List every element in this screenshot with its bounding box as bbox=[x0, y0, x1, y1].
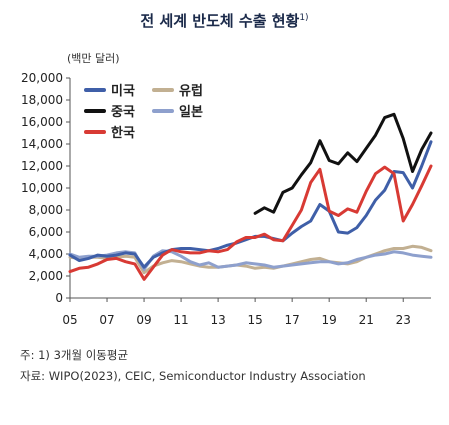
series-line-유럽 bbox=[68, 244, 433, 275]
y-tick-label: 20,000 bbox=[21, 71, 63, 85]
x-tick-label: 19 bbox=[322, 313, 337, 327]
y-tick-label: 4,000 bbox=[29, 247, 63, 261]
y-tick-label: 2,000 bbox=[29, 269, 63, 283]
y-tick-label: 6,000 bbox=[29, 225, 63, 239]
x-tick-label: 09 bbox=[136, 313, 151, 327]
legend-label: 일본 bbox=[179, 105, 203, 120]
chart-title-text: 전 세계 반도체 수출 현황 bbox=[140, 12, 300, 30]
x-tick-label: 11 bbox=[173, 313, 188, 327]
y-tick-label: 10,000 bbox=[21, 181, 63, 195]
footnote: 주: 1) 3개월 이동평균 bbox=[20, 348, 129, 362]
y-tick-label: 18,000 bbox=[21, 93, 63, 107]
x-tick-label: 23 bbox=[396, 313, 411, 327]
series-line-중국 bbox=[253, 112, 433, 215]
y-tick-label: 8,000 bbox=[29, 203, 63, 217]
legend-label: 중국 bbox=[111, 105, 135, 120]
x-tick-label: 13 bbox=[210, 313, 225, 327]
y-tick-label: 16,000 bbox=[21, 115, 63, 129]
legend-label: 유럽 bbox=[179, 84, 203, 99]
chart-title: 전 세계 반도체 수출 현황1) bbox=[0, 10, 449, 31]
y-tick-label: 0 bbox=[55, 291, 63, 305]
y-tick-label: 14,000 bbox=[21, 137, 63, 151]
x-tick-label: 21 bbox=[359, 313, 374, 327]
series-line-한국 bbox=[68, 164, 433, 281]
legend-label: 한국 bbox=[111, 125, 135, 141]
x-tick-label: 17 bbox=[285, 313, 300, 327]
x-tick-label: 05 bbox=[62, 313, 77, 327]
y-tick-label: 12,000 bbox=[21, 159, 63, 173]
legend-label: 미국 bbox=[111, 83, 135, 99]
chart-title-footnote-mark: 1) bbox=[299, 13, 309, 23]
series-line-미국 bbox=[68, 140, 433, 269]
x-tick-label: 15 bbox=[247, 313, 262, 327]
x-tick-label: 07 bbox=[99, 313, 114, 327]
source-note: 자료: WIPO(2023), CEIC, Semiconductor Indu… bbox=[20, 369, 366, 383]
y-axis-unit-label: (백만 달러) bbox=[67, 52, 120, 65]
